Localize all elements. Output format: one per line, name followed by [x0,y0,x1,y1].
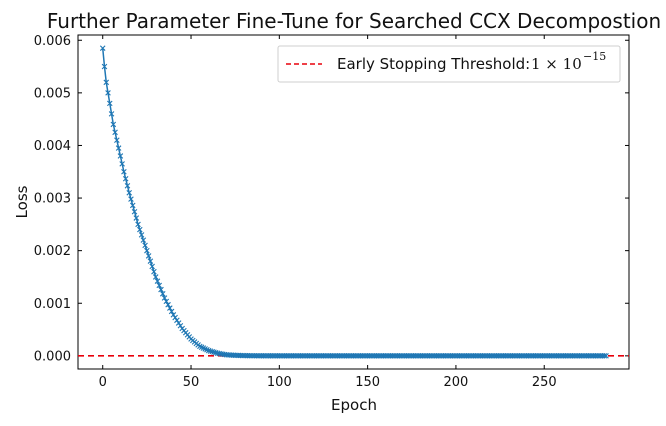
data-point [119,161,125,167]
data-point [124,182,131,189]
data-point [603,353,609,359]
legend-label: Early Stopping Threshold: [337,55,530,73]
data-point [108,111,115,117]
data-point [145,253,152,259]
data-point [126,190,133,196]
x-tick-label: 250 [532,375,557,390]
y-tick-label: 0.004 [34,139,71,154]
data-point [128,196,134,202]
x-axis-label: Epoch [331,396,377,414]
data-point [167,305,173,311]
data-point [163,298,170,305]
x-tick-label: 200 [444,375,469,390]
data-point [144,247,150,254]
data-point [101,63,108,70]
legend-math-exponent: −15 [583,50,606,63]
data-point [151,268,157,275]
data-point [114,137,120,143]
data-point [137,226,143,233]
data-point [168,308,175,315]
chart-title: Further Parameter Fine-Tune for Searched… [47,9,661,33]
data-point [140,237,147,243]
data-point [170,312,177,318]
data-point [159,290,166,297]
data-point [105,90,111,96]
data-point [117,153,124,159]
data-point [175,320,182,326]
y-tick-label: 0.002 [34,244,71,259]
y-tick-label: 0.000 [34,349,71,364]
y-tick-label: 0.003 [34,192,71,207]
data-point [110,121,117,128]
data-point [154,278,161,284]
data-point [131,208,138,215]
data-point [133,215,140,221]
x-tick-label: 0 [99,375,107,390]
x-tick-label: 50 [183,375,200,390]
x-axis: 0 50 100 150 200 250 [99,35,557,390]
y-tick-label: 0.006 [34,34,71,49]
data-point [177,322,184,329]
data-point [156,282,163,289]
data-point [152,274,159,280]
data-point [142,242,148,249]
data-point [135,221,141,228]
data-point [172,314,178,321]
data-point [174,317,180,324]
data-point [103,79,110,86]
data-point [121,168,127,175]
data-point [112,129,118,136]
plot-frame [77,34,630,370]
y-tick-label: 0.005 [34,86,71,101]
y-axis-label: Loss [13,185,31,218]
legend-box [277,45,621,83]
data-point [122,175,129,182]
x-tick-label: 150 [355,375,380,390]
data-point [149,263,155,270]
data-point [115,145,122,151]
series-markers [99,45,609,359]
x-tick-label: 100 [267,375,292,390]
data-point [106,100,113,107]
data-point [158,286,164,293]
data-point [99,45,106,51]
data-point [138,232,145,238]
data-point [129,202,136,209]
y-tick-label: 0.001 [34,297,71,312]
y-axis: 0.000 0.001 0.002 0.003 0.004 0.005 0.006 [34,34,629,364]
data-point [161,295,168,301]
data-point [147,258,154,264]
data-point [601,353,608,359]
data-point [165,301,171,308]
legend: Early Stopping Threshold: 1 × 10 −15 [277,45,621,83]
legend-math: 1 × 10 [531,55,582,73]
series-line [101,48,607,357]
